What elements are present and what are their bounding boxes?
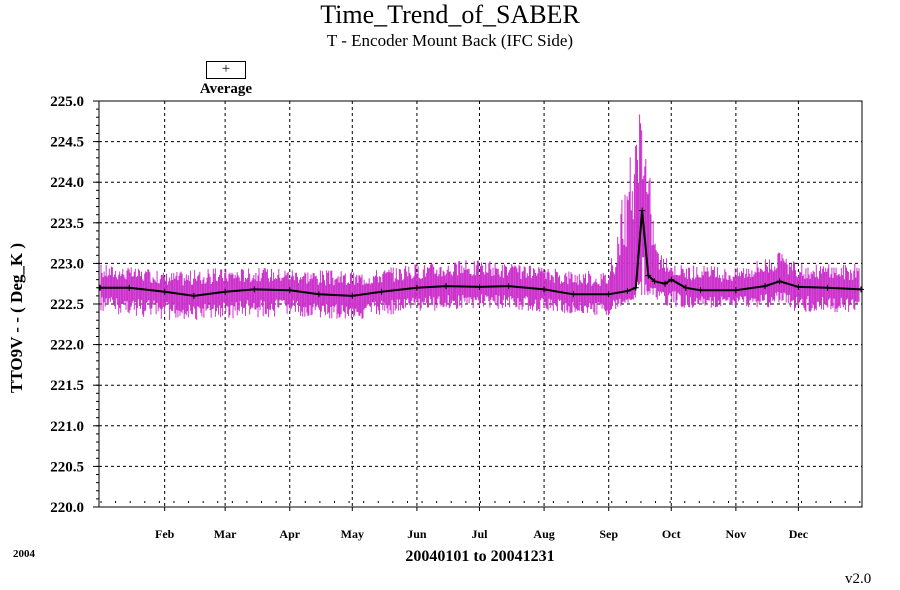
x-axis-label: 20040101 to 20041231 — [405, 548, 555, 565]
average-point — [505, 283, 512, 290]
average-point — [97, 284, 104, 291]
average-point — [762, 283, 769, 290]
average-point — [639, 207, 646, 214]
average-point — [605, 291, 612, 298]
y-tick-label: 222.0 — [50, 338, 84, 354]
y-tick-label: 220.0 — [50, 500, 84, 516]
average-point — [651, 278, 658, 285]
average-point — [349, 292, 356, 299]
average-point — [795, 283, 802, 290]
y-tick-label: 223.5 — [50, 216, 84, 232]
average-point — [476, 283, 483, 290]
y-tick-label: 222.5 — [50, 297, 84, 313]
average-point — [697, 287, 704, 294]
x-tick-label: Aug — [533, 527, 554, 541]
average-point — [315, 291, 322, 298]
y-tick-label: 221.5 — [50, 378, 84, 394]
y-tick-label: 224.0 — [50, 175, 84, 191]
average-point — [286, 287, 293, 294]
y-tick-label: 221.0 — [50, 419, 84, 435]
y-tick-label: 224.5 — [50, 135, 84, 151]
average-point — [251, 286, 258, 293]
average-point — [443, 283, 450, 290]
average-point — [632, 284, 639, 291]
y-tick-label: 223.0 — [50, 256, 84, 272]
average-point — [413, 284, 420, 291]
x-tick-label: Apr — [279, 527, 300, 541]
x-tick-label: Oct — [662, 527, 681, 541]
x-tick-label: Dec — [789, 527, 809, 541]
average-point — [668, 276, 675, 283]
x-tick-label: Nov — [726, 527, 747, 541]
average-point — [126, 284, 133, 291]
average-point — [378, 288, 385, 295]
year-label: 2004 — [13, 548, 35, 560]
average-point — [541, 286, 548, 293]
chart-subtitle: T - Encoder Mount Back (IFC Side) — [326, 31, 574, 50]
average-point — [732, 287, 739, 294]
average-point — [161, 288, 168, 295]
chart-title: Time_Trend_of_SABER — [320, 0, 580, 29]
y-tick-label: 225.0 — [50, 94, 84, 110]
average-series-line — [100, 210, 862, 297]
x-tick-label: May — [341, 527, 364, 541]
version-label: v2.0 — [845, 571, 872, 587]
average-point — [645, 272, 652, 279]
average-point — [682, 284, 689, 291]
average-point — [824, 284, 831, 291]
average-point — [776, 278, 783, 285]
x-tick-label: Jun — [407, 527, 427, 541]
y-tick-label: 220.5 — [50, 459, 84, 475]
average-point — [857, 286, 864, 293]
x-tick-label: Jul — [471, 527, 488, 541]
legend-symbol: + — [206, 61, 246, 79]
average-point — [570, 291, 577, 298]
x-tick-label: Mar — [214, 527, 237, 541]
x-tick-label: Feb — [155, 527, 175, 541]
average-point — [624, 288, 631, 295]
average-point — [661, 280, 668, 287]
average-point — [190, 292, 197, 299]
x-tick-label: Sep — [599, 527, 618, 541]
average-point — [222, 288, 229, 295]
legend-label: Average — [199, 81, 253, 97]
